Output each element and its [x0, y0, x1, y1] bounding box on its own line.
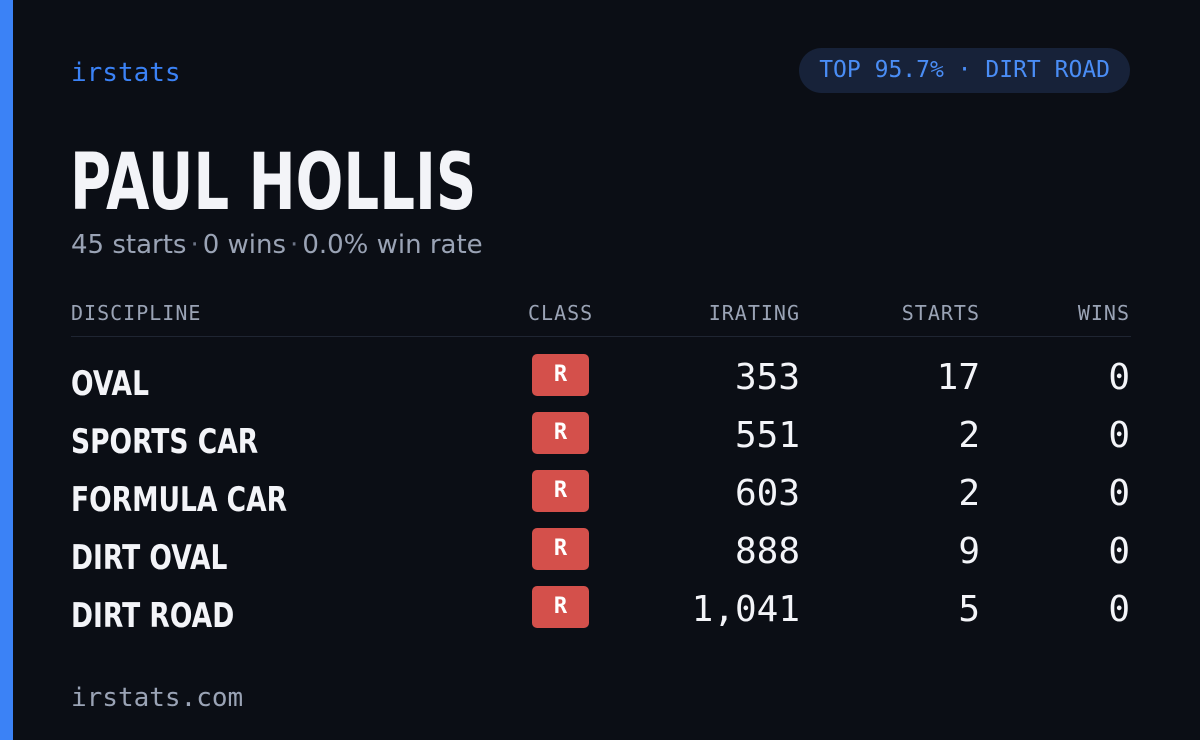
class-badge: R [532, 586, 589, 628]
starts-cell: 2 [958, 415, 980, 456]
wins-summary: 0 wins [202, 230, 287, 260]
starts-summary: 45 starts [71, 230, 187, 260]
brand-logo[interactable]: irstats [71, 58, 181, 88]
column-header-starts: STARTS [901, 301, 980, 325]
irating-cell: 1,041 [691, 589, 800, 630]
table-row: OVAL R 353 17 0 [71, 354, 1131, 412]
driver-summary: 45 starts · 0 wins · 0.0% win rate [71, 228, 483, 262]
column-header-class: CLASS [528, 301, 594, 325]
irating-cell: 551 [734, 415, 800, 456]
column-header-discipline: DISCIPLINE [71, 301, 202, 325]
wins-cell: 0 [1108, 589, 1130, 630]
starts-cell: 17 [936, 357, 980, 398]
accent-bar [0, 0, 13, 740]
summary-separator: · [290, 230, 299, 260]
stats-table: DISCIPLINE CLASS IRATING STARTS WINS OVA… [71, 298, 1131, 644]
table-row: FORMULA CAR R 603 2 0 [71, 470, 1131, 528]
column-header-wins: WINS [1077, 301, 1130, 325]
table-row: SPORTS CAR R 551 2 0 [71, 412, 1131, 470]
discipline-cell: DIRT ROAD [71, 596, 235, 636]
class-badge: R [532, 354, 589, 396]
irating-cell: 353 [734, 357, 800, 398]
wins-cell: 0 [1108, 473, 1130, 514]
starts-cell: 2 [958, 473, 980, 514]
discipline-cell: FORMULA CAR [71, 480, 288, 520]
summary-separator: · [190, 230, 199, 260]
wins-cell: 0 [1108, 357, 1130, 398]
starts-cell: 5 [958, 589, 980, 630]
class-badge: R [532, 470, 589, 512]
table-body: OVAL R 353 17 0 SPORTS CAR R 551 2 0 FOR… [71, 337, 1131, 644]
win-rate-summary: 0.0% win rate [302, 230, 483, 260]
class-badge: R [532, 412, 589, 454]
percentile-badge: TOP 95.7% · DIRT ROAD [799, 48, 1130, 93]
discipline-cell: OVAL [71, 364, 149, 404]
driver-name: PAUL HOLLIS [70, 138, 477, 228]
class-badge: R [532, 528, 589, 570]
wins-cell: 0 [1108, 415, 1130, 456]
starts-cell: 9 [958, 531, 980, 572]
irating-cell: 603 [734, 473, 800, 514]
discipline-cell: DIRT OVAL [71, 538, 228, 578]
discipline-cell: SPORTS CAR [71, 422, 259, 462]
table-row: DIRT ROAD R 1,041 5 0 [71, 586, 1131, 644]
wins-cell: 0 [1108, 531, 1130, 572]
irating-cell: 888 [734, 531, 800, 572]
column-header-irating: IRATING [708, 301, 800, 325]
table-header: DISCIPLINE CLASS IRATING STARTS WINS [71, 298, 1131, 337]
footer-url[interactable]: irstats.com [71, 683, 244, 713]
table-row: DIRT OVAL R 888 9 0 [71, 528, 1131, 586]
